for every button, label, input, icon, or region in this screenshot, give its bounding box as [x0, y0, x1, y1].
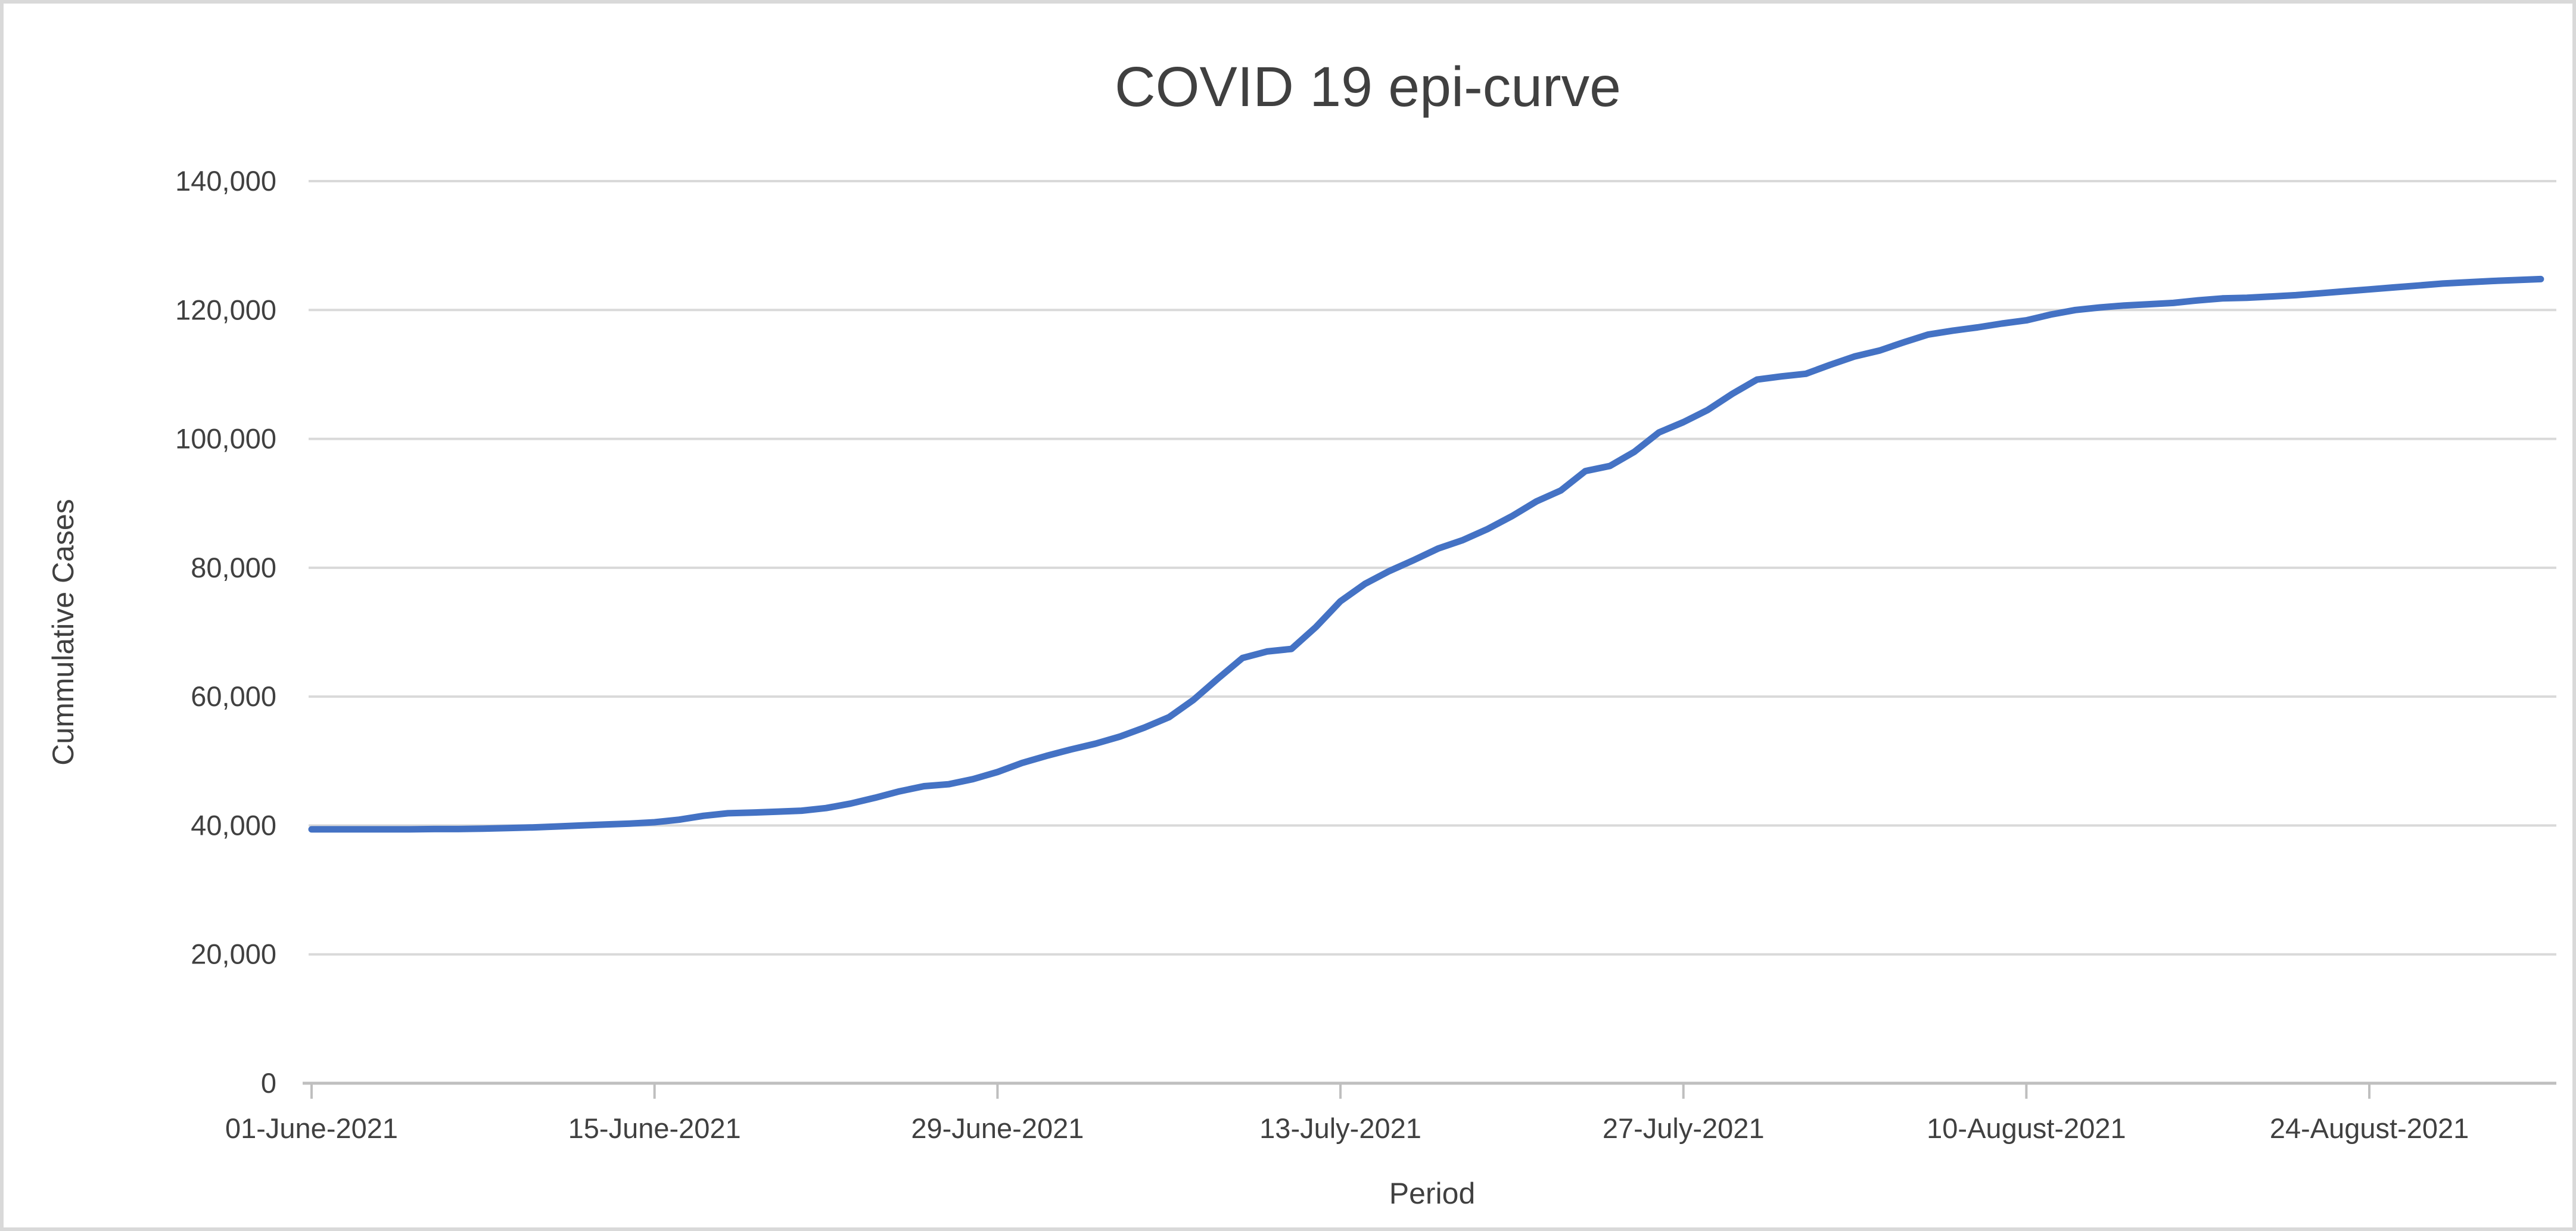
epi-curve-line: [308, 275, 2544, 833]
x-tick-label: 15-June-2021: [568, 1112, 741, 1144]
x-tick-label: 10-August-2021: [1927, 1112, 2126, 1144]
x-tick-label: 01-June-2021: [225, 1112, 398, 1144]
y-tick-label: 100,000: [175, 423, 276, 455]
y-tick-label: 60,000: [191, 680, 276, 712]
y-tick-label: 140,000: [175, 165, 276, 197]
x-axis-title: Period: [1389, 1177, 1476, 1210]
y-tick-label: 80,000: [191, 552, 276, 583]
y-tick-label: 20,000: [191, 938, 276, 970]
plot-area: 0 20,000 40,000 60,000 80,000 100,000 120,000 1…: [175, 165, 2556, 1144]
y-tick-label: 0: [261, 1067, 276, 1099]
x-tick-label: 29-June-2021: [911, 1112, 1084, 1144]
x-tick-label: 24-August-2021: [2270, 1112, 2469, 1144]
y-tick-label: 40,000: [191, 809, 276, 841]
x-tick-label: 13-July-2021: [1259, 1112, 1421, 1144]
y-tick-label: 120,000: [175, 294, 276, 325]
x-tick-label: 27-July-2021: [1603, 1112, 1765, 1144]
chart-title: COVID 19 epi-curve: [1114, 55, 1622, 119]
